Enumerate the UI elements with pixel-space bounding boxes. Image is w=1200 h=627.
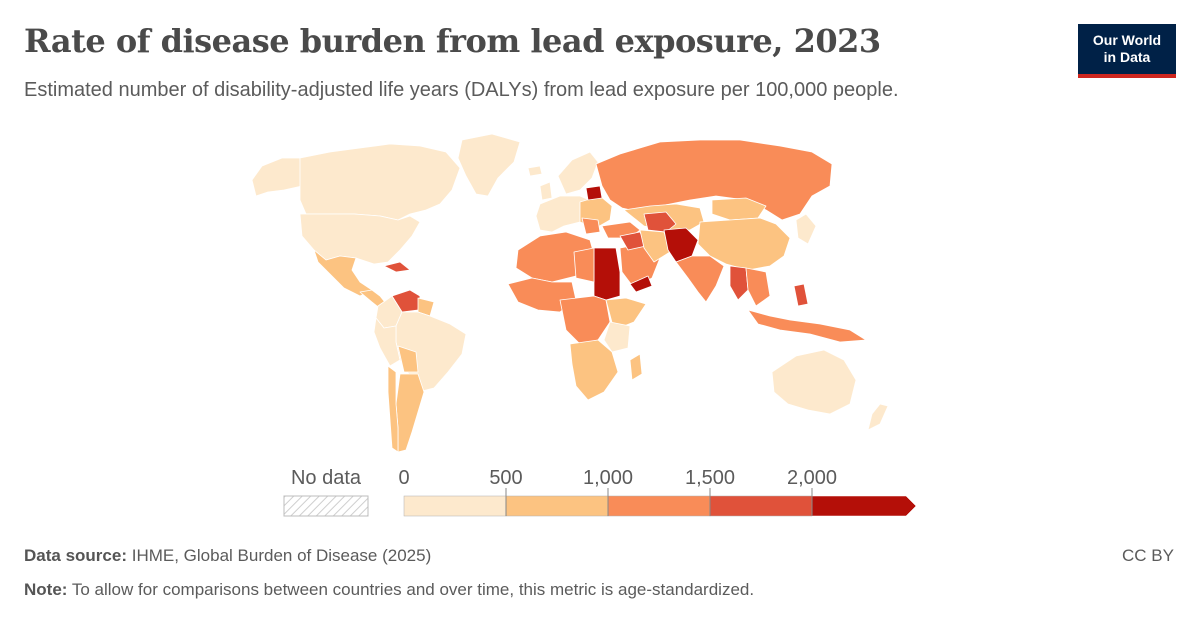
footer-note: Note: To allow for comparisons between c…	[24, 580, 754, 600]
source-label: Data source:	[24, 546, 127, 565]
region-yemen[interactable]	[629, 275, 653, 293]
legend-tick-label-2: 1,000	[583, 467, 633, 489]
region-china[interactable]	[697, 217, 791, 271]
region-iceland[interactable]	[527, 165, 543, 177]
legend-bin-0[interactable]	[403, 495, 507, 517]
region-egypt-sudan[interactable]	[593, 247, 621, 301]
region-madagascar[interactable]	[629, 353, 643, 381]
footer-source: Data source: IHME, Global Burden of Dise…	[24, 546, 431, 566]
legend-tick-label-1: 500	[489, 467, 522, 489]
region-india[interactable]	[675, 255, 725, 303]
owid-logo[interactable]: Our World in Data	[1078, 24, 1176, 78]
legend-no-data-label: No data	[291, 467, 362, 489]
source-text[interactable]: IHME, Global Burden of Disease (2025)	[131, 546, 432, 565]
region-japan[interactable]	[795, 213, 817, 245]
logo-line-2: in Data	[1103, 49, 1151, 65]
region-east-africa[interactable]	[603, 321, 631, 353]
region-indochina[interactable]	[745, 267, 771, 307]
region-southern-africa[interactable]	[569, 339, 619, 401]
region-paraguay[interactable]	[397, 345, 419, 373]
region-libya[interactable]	[573, 247, 595, 283]
region-philippines[interactable]	[793, 283, 809, 307]
region-myanmar[interactable]	[729, 265, 749, 301]
legend-bin-4[interactable]	[811, 495, 917, 517]
region-chile[interactable]	[387, 365, 399, 453]
region-greenland[interactable]	[457, 133, 521, 197]
region-alaska[interactable]	[251, 157, 303, 197]
region-indonesia[interactable]	[747, 309, 867, 343]
legend-tick-label-0: 0	[398, 467, 409, 489]
region-new-zealand[interactable]	[867, 403, 889, 431]
license-link[interactable]: CC BY	[1122, 546, 1174, 565]
region-uk[interactable]	[539, 181, 553, 201]
region-mexico[interactable]	[313, 249, 373, 297]
chart-subtitle: Estimated number of disability-adjusted …	[24, 79, 899, 101]
region-scandinavia[interactable]	[557, 151, 599, 195]
region-central-africa[interactable]	[559, 295, 611, 345]
region-belarus[interactable]	[585, 185, 603, 201]
region-canada[interactable]	[299, 143, 461, 221]
logo-line-1: Our World	[1092, 32, 1162, 48]
region-central-asia[interactable]	[643, 211, 677, 233]
region-iran[interactable]	[639, 229, 671, 263]
color-legend: No data 0 500 1,000 1,500 2,000	[283, 467, 917, 517]
legend-tick-label-4: 2,000	[787, 467, 837, 489]
legend-bin-2[interactable]	[607, 495, 711, 517]
note-text: To allow for comparisons between countri…	[71, 580, 755, 599]
note-label: Note:	[24, 580, 68, 599]
region-caribbean[interactable]	[383, 261, 411, 273]
region-peru[interactable]	[373, 317, 401, 367]
region-balkans[interactable]	[581, 217, 601, 235]
region-argentina[interactable]	[395, 373, 425, 453]
legend-bin-3[interactable]	[709, 495, 813, 517]
chart-title: Rate of disease burden from lead exposur…	[24, 22, 881, 60]
region-australia[interactable]	[771, 349, 857, 415]
legend-bin-1[interactable]	[505, 495, 609, 517]
legend-no-data-swatch[interactable]	[283, 495, 369, 517]
legend-tick-label-3: 1,500	[685, 467, 735, 489]
